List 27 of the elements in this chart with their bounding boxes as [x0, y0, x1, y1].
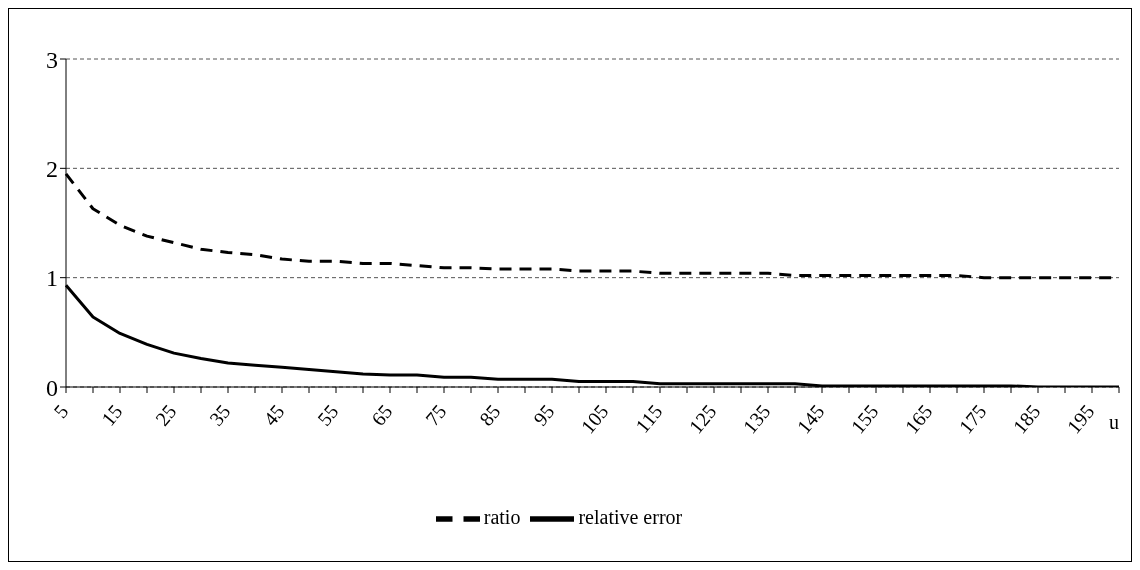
x-tick-label: 35: [204, 400, 235, 430]
x-tick-label: 25: [150, 400, 181, 430]
y-tick-label: 0: [46, 374, 58, 401]
legend-label: relative error: [578, 505, 683, 528]
x-tick-label: 5: [49, 400, 73, 423]
x-tick-label: 95: [528, 400, 559, 430]
x-tick-label: 115: [630, 400, 667, 437]
x-tick-label: 145: [792, 400, 829, 438]
x-tick-label: 75: [420, 400, 451, 430]
x-tick-label: 105: [576, 400, 613, 438]
x-tick-label: 85: [474, 400, 505, 430]
y-tick-label: 3: [46, 46, 58, 73]
x-tick-label: 185: [1008, 400, 1045, 438]
y-tick-label: 1: [46, 265, 58, 292]
x-tick-label: 125: [684, 400, 721, 438]
x-tick-label: 135: [738, 400, 775, 438]
x-tick-label: 165: [900, 400, 937, 438]
x-axis-title: u: [1109, 411, 1119, 434]
x-tick-label: 175: [954, 400, 991, 438]
legend-label: ratio: [483, 505, 521, 528]
x-tick-label: 55: [312, 400, 343, 430]
x-tick-label: 65: [366, 400, 397, 430]
x-tick-label: 195: [1062, 400, 1099, 438]
x-tick-label: 155: [846, 400, 883, 438]
x-tick-label: 15: [96, 400, 127, 430]
y-tick-label: 2: [46, 155, 58, 182]
x-tick-label: 45: [258, 400, 289, 430]
